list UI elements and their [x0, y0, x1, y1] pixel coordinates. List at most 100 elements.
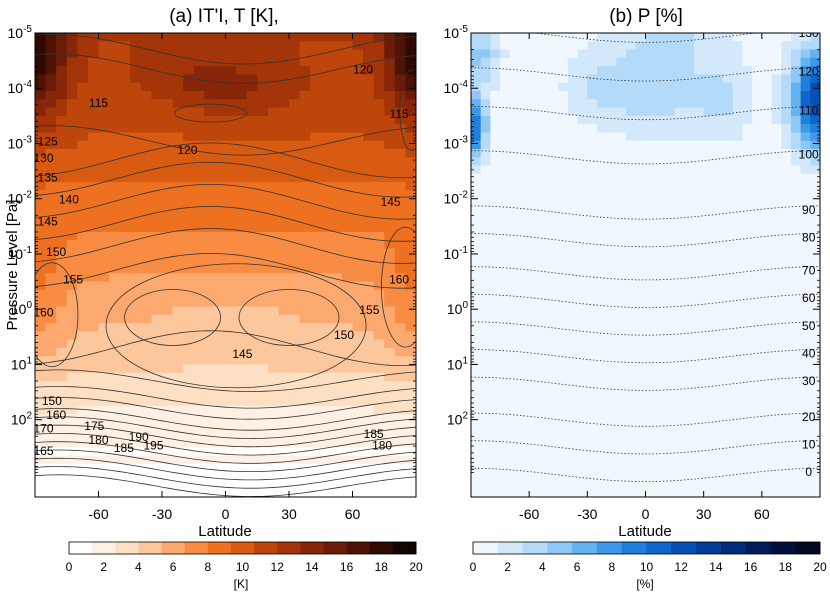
heat-cell — [684, 306, 695, 316]
heat-cell — [225, 422, 237, 432]
heat-cell — [664, 422, 676, 432]
heat-cell — [548, 463, 559, 473]
heat-cell — [684, 472, 695, 482]
heat-cell — [193, 74, 205, 84]
heat-cell — [278, 472, 290, 482]
heat-cell — [151, 298, 163, 308]
heat-cell — [606, 414, 618, 424]
heat-cell — [162, 455, 174, 465]
heat-cell — [752, 356, 763, 366]
heat-cell — [162, 356, 174, 366]
heat-cell — [810, 198, 820, 208]
heat-cell — [781, 173, 792, 183]
heat-cell — [742, 439, 753, 448]
colorbar-swatch — [745, 542, 771, 554]
heat-cell — [310, 240, 322, 250]
heat-cell — [703, 49, 714, 59]
heat-cell — [119, 339, 131, 349]
heat-cell — [45, 124, 57, 134]
heat-cell — [519, 91, 530, 100]
heat-cell — [790, 57, 802, 67]
heat-cell — [703, 323, 714, 332]
heat-cell — [655, 364, 666, 374]
pressure-contour-line — [530, 33, 761, 43]
heat-cell — [373, 463, 385, 473]
heat-cell — [684, 389, 695, 399]
heat-cell — [490, 447, 501, 457]
heat-cell — [538, 273, 550, 283]
heat-cell — [193, 33, 205, 42]
heat-cell — [509, 372, 521, 382]
heat-cell — [645, 107, 656, 117]
heat-cell — [713, 49, 724, 59]
heat-cell — [130, 140, 142, 150]
heat-cell — [45, 405, 57, 415]
heat-cell — [119, 240, 131, 250]
heat-cell — [77, 256, 89, 266]
heat-cell — [480, 107, 491, 117]
heat-cell — [800, 364, 811, 374]
heat-cell — [742, 381, 753, 390]
heat-cell — [480, 389, 491, 399]
heat-cell — [684, 339, 695, 349]
heat-cell — [635, 447, 647, 457]
heat-cell — [790, 314, 802, 324]
heat-cell — [684, 157, 695, 167]
heat-cell — [98, 115, 110, 125]
heat-cell — [204, 314, 216, 324]
heat-cell — [490, 82, 501, 92]
heat-cell — [558, 480, 569, 490]
heat-cell — [119, 215, 131, 225]
heat-cell — [130, 306, 142, 316]
heat-cell — [66, 480, 78, 490]
heat-cell — [626, 405, 637, 415]
heat-cell — [373, 372, 385, 382]
heat-cell — [713, 289, 724, 299]
heat-cell — [480, 165, 491, 175]
heat-cell — [130, 66, 142, 76]
heat-cell — [684, 331, 695, 341]
heat-cell — [341, 447, 354, 457]
heat-cell — [320, 66, 332, 76]
heat-cell — [519, 173, 530, 183]
heat-cell — [119, 157, 131, 167]
heat-cell — [236, 91, 248, 100]
heat-cell — [723, 281, 734, 291]
heat-cell — [480, 298, 491, 308]
heat-cell — [183, 298, 195, 308]
heat-cell — [162, 298, 174, 308]
heat-cell — [577, 231, 588, 241]
heat-cell — [257, 198, 269, 208]
heat-cell — [204, 82, 216, 92]
heat-cell — [130, 215, 142, 225]
heat-cell — [616, 66, 627, 76]
heat-cell — [742, 124, 753, 134]
colorbar-swatch — [547, 542, 573, 554]
heat-cell — [693, 389, 705, 399]
heat-cell — [331, 99, 343, 109]
heat-cell — [310, 115, 322, 125]
heat-cell — [781, 231, 792, 241]
heat-cell — [214, 323, 227, 332]
heat-cell — [98, 488, 110, 497]
heat-cell — [384, 273, 396, 283]
pressure-contour-line — [471, 376, 820, 391]
heat-cell — [664, 157, 676, 167]
heat-cell — [684, 99, 695, 109]
heat-cell — [664, 455, 676, 465]
heat-cell — [45, 256, 57, 266]
isotherm-line — [35, 142, 416, 179]
heat-cell — [394, 372, 407, 382]
heat-cell — [800, 381, 811, 390]
heat-cell — [616, 273, 627, 283]
heat-cell — [394, 430, 407, 440]
heat-cell — [320, 140, 332, 150]
heat-cell — [289, 381, 301, 390]
heat-cell — [587, 430, 598, 440]
heat-cell — [800, 414, 811, 424]
heat-cell — [151, 140, 163, 150]
heat-cell — [742, 207, 753, 216]
heat-cell — [480, 49, 491, 59]
heat-cell — [810, 430, 820, 440]
heat-cell — [87, 198, 100, 208]
